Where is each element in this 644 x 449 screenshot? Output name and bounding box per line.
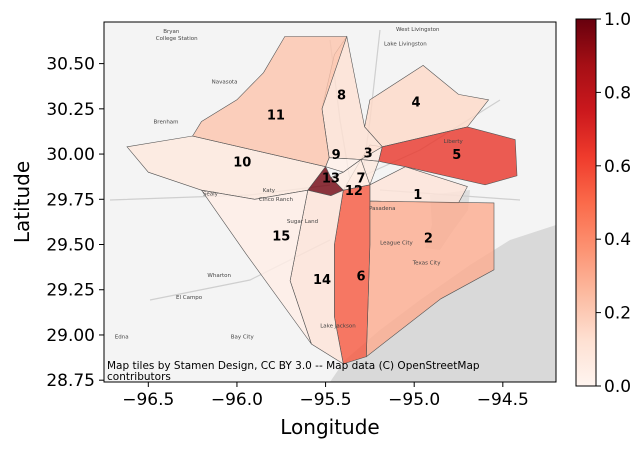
place-name: Brenham <box>154 119 179 125</box>
place-name: Bay City <box>231 335 255 341</box>
colorbar-tick-label: 1.0 <box>604 10 631 30</box>
place-name: Sealy <box>203 192 219 198</box>
place-name: Edna <box>115 335 129 341</box>
region-5 <box>378 126 518 186</box>
region-polygons <box>126 35 518 365</box>
gulf-water <box>330 225 556 382</box>
y-axis-title: Latitude <box>10 161 34 243</box>
region-label-8: 8 <box>337 88 346 103</box>
colorbar-tick-label: 0.8 <box>604 83 631 103</box>
x-axis: −96.5 −96.0 −95.5 −95.0 −94.5 <box>122 382 529 410</box>
colorbar-ticks: 0.0 0.2 0.4 0.6 0.8 1.0 <box>596 10 631 397</box>
y-tick-label: 30.00 <box>46 145 95 165</box>
region-15 <box>200 189 312 345</box>
place-name: Lake Livingston <box>384 42 427 48</box>
region-label-11: 11 <box>267 108 285 123</box>
axes-frame <box>103 21 557 383</box>
region-label-5: 5 <box>452 148 461 163</box>
place-name: Katy <box>263 188 276 194</box>
colorbar: 0.0 0.2 0.4 0.6 0.8 1.0 <box>575 10 631 397</box>
region-11 <box>192 36 348 168</box>
y-tick-label: 28.75 <box>46 371 95 391</box>
attribution-line-2: contributors <box>107 371 171 383</box>
place-name: El Campo <box>176 295 203 301</box>
place-name: College Station <box>156 36 198 42</box>
region-label-12: 12 <box>345 184 363 199</box>
region-label-3: 3 <box>364 146 373 161</box>
region-label-1: 1 <box>413 188 422 203</box>
region-label-6: 6 <box>356 269 365 284</box>
x-axis-title: Longitude <box>280 415 379 439</box>
region-label-13: 13 <box>322 172 340 187</box>
attribution-line-1: Map tiles by Stamen Design, CC BY 3.0 --… <box>107 360 480 372</box>
region-label-4: 4 <box>411 96 420 111</box>
place-name: Lake Jackson <box>320 324 356 330</box>
y-tick-label: 30.25 <box>46 100 95 120</box>
place-name: Sugar Land <box>287 219 318 225</box>
y-tick-label: 29.50 <box>46 236 95 256</box>
place-name: West Livingston <box>396 27 440 33</box>
colorbar-tick-label: 0.2 <box>604 304 631 324</box>
colorbar-tick-label: 0.0 <box>604 377 631 397</box>
place-name: Bryan <box>163 29 180 35</box>
region-label-9: 9 <box>332 148 341 163</box>
place-name: Wharton <box>207 273 231 279</box>
x-tick-label: −95.0 <box>388 390 440 410</box>
colorbar-gradient <box>575 18 597 387</box>
y-tick-label: 30.50 <box>46 55 95 75</box>
place-name: Liberty <box>444 139 464 145</box>
region-12 <box>330 159 371 191</box>
y-tick-label: 29.75 <box>46 190 95 210</box>
x-tick-label: −96.5 <box>122 390 174 410</box>
colorbar-tick-label: 0.4 <box>604 230 631 250</box>
x-tick-label: −95.5 <box>300 390 352 410</box>
x-tick-label: −94.5 <box>477 390 529 410</box>
y-tick-label: 29.00 <box>46 326 95 346</box>
region-label-2: 2 <box>424 231 433 246</box>
y-axis: 28.75 29.00 29.25 29.50 29.75 30.00 30.25 30.50 <box>46 55 104 391</box>
region-label-15: 15 <box>272 229 290 244</box>
place-name: Cinco Ranch <box>259 197 294 203</box>
place-name: Texas City <box>412 260 441 266</box>
place-name: League City <box>380 241 413 247</box>
region-label-14: 14 <box>313 273 331 288</box>
region-label-7: 7 <box>356 172 365 187</box>
y-tick-label: 29.25 <box>46 281 95 301</box>
region-label-10: 10 <box>233 155 251 170</box>
place-name: Pasadena <box>369 206 395 212</box>
colorbar-tick-label: 0.6 <box>604 157 631 177</box>
place-name: Navasota <box>212 80 238 86</box>
x-tick-label: −96.0 <box>211 390 263 410</box>
region-4 <box>364 65 490 148</box>
